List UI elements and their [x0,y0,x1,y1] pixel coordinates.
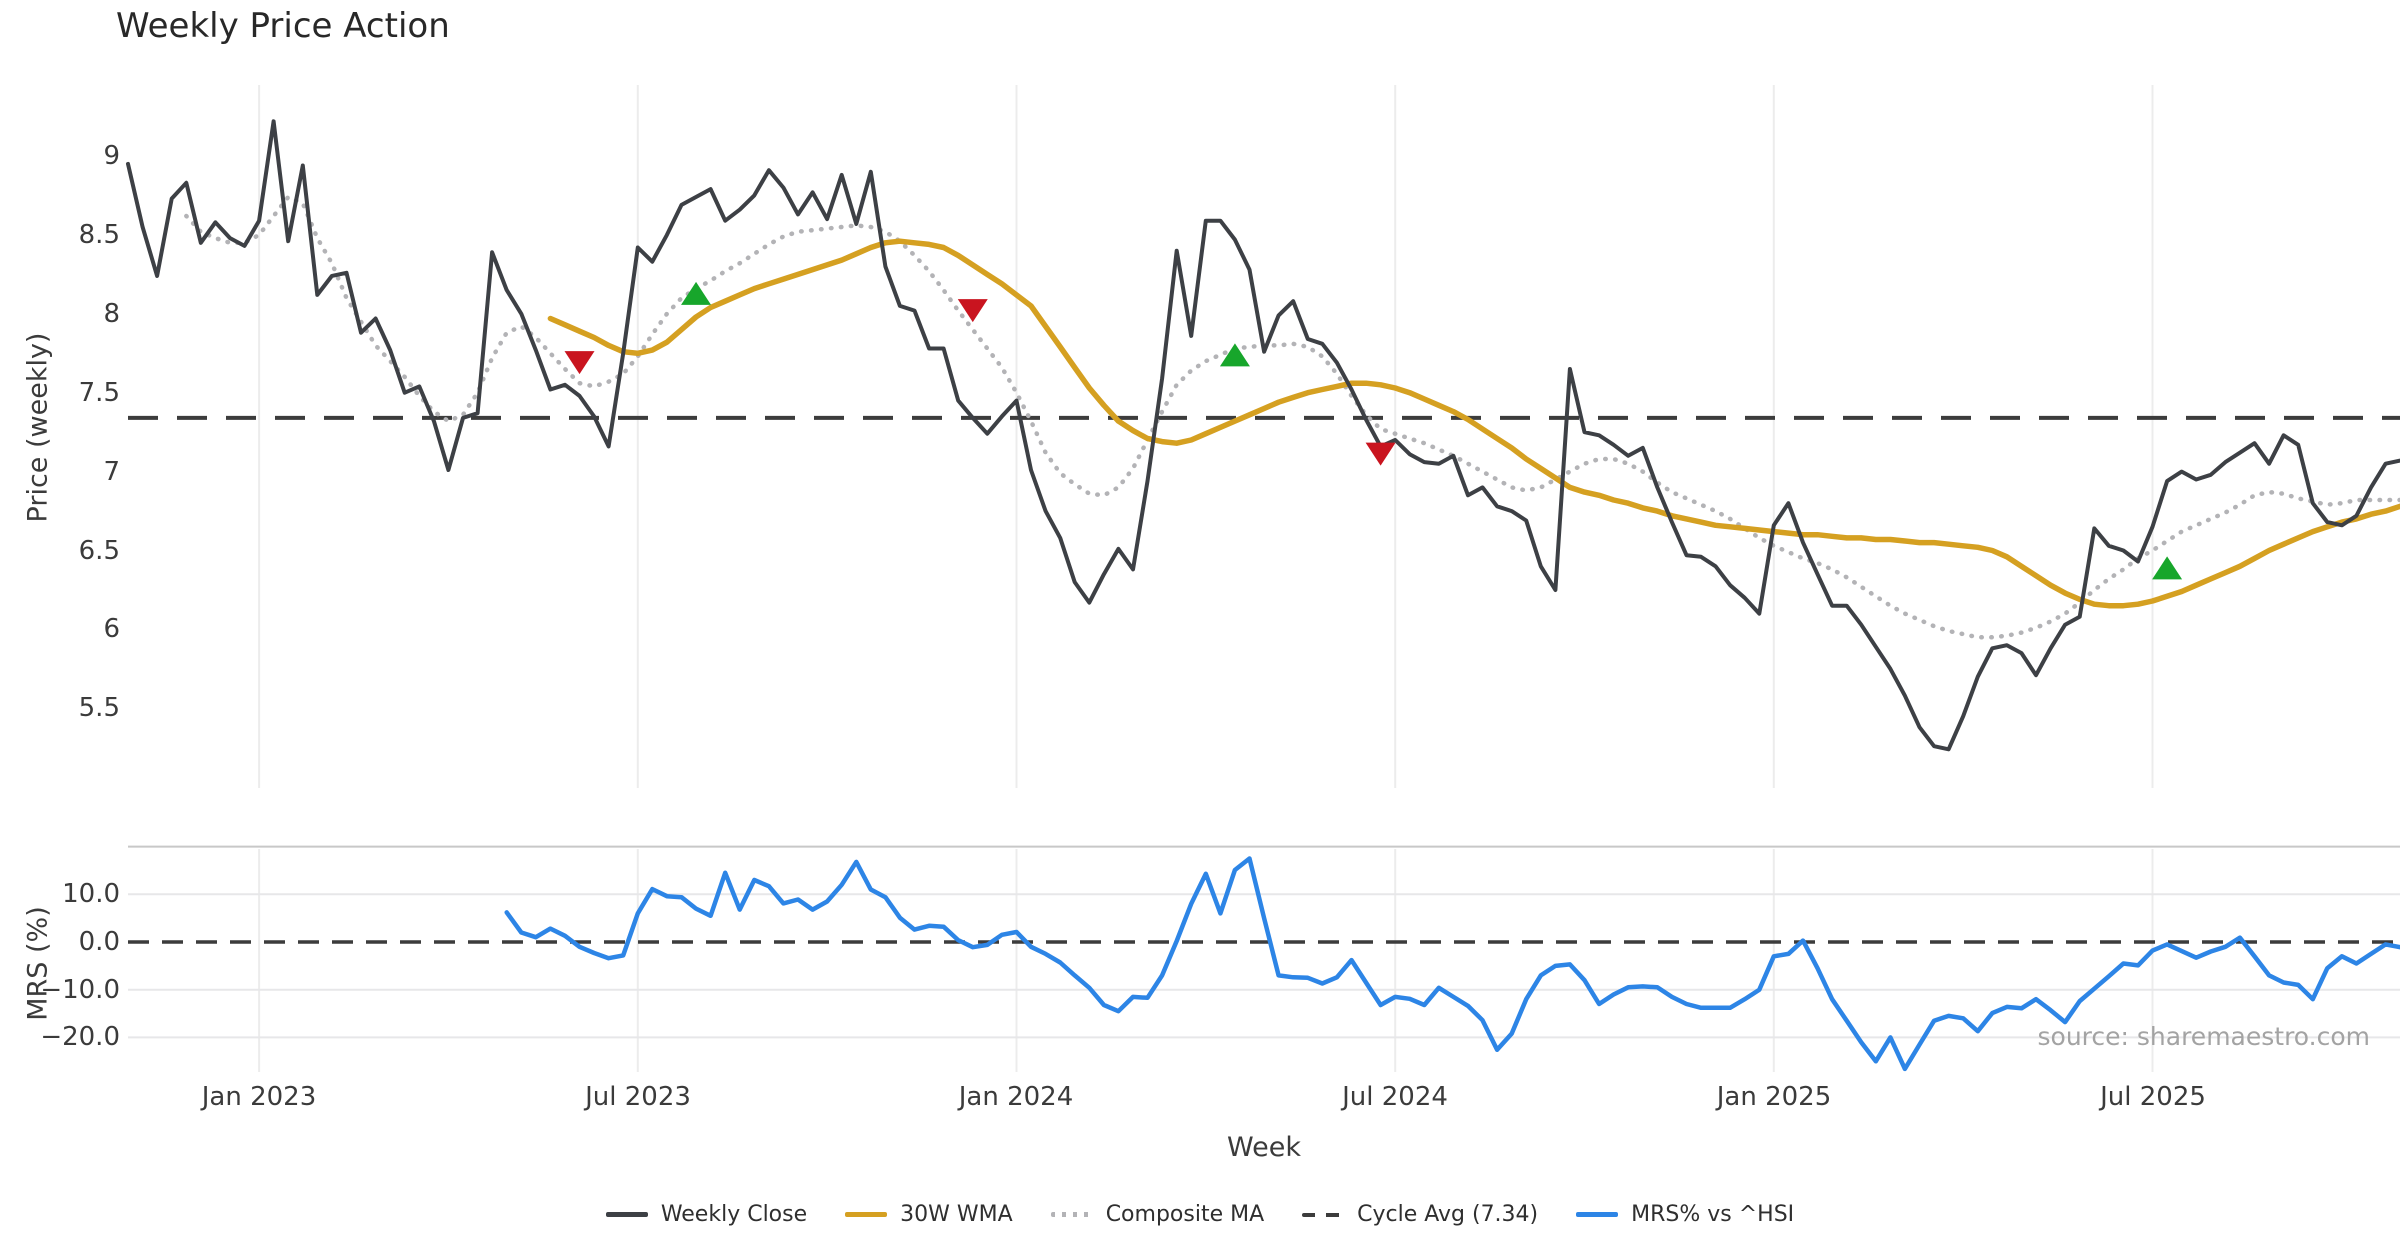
legend-item-mrs-vs-hsi: MRS% vs ^HSI [1576,1202,1794,1227]
legend-item-composite-ma: Composite MA [1050,1202,1265,1227]
price-ytick-9: 9 [103,141,120,171]
cycle-avg-legend-swatch [1302,1212,1345,1217]
price-ytick-7: 7 [103,457,120,487]
x-tick-jul-2025: Jul 2025 [2100,1082,2206,1112]
buy-marker [2152,556,2183,580]
mrs-ytick-0: 0.0 [78,927,120,957]
legend-item-weekly-close: Weekly Close [605,1202,808,1227]
x-tick-jan-2025: Jan 2025 [1716,1082,1832,1112]
legend-label: Weekly Close [660,1202,808,1227]
source-note: source: sharemaestro.com [2037,1022,2371,1051]
weekly-close-line [126,119,2400,752]
buy-marker [1219,343,1250,367]
sell-marker [564,351,595,375]
composite-ma-line [184,194,2400,640]
price-ytick-5.5: 5.5 [78,693,120,723]
legend-label: Composite MA [1105,1202,1265,1227]
x-tick-jan-2023: Jan 2023 [201,1082,317,1112]
legend-item-30w-wma: 30W WMA [845,1202,1013,1227]
mrs-line [504,856,2400,1072]
x-tick-jan-2024: Jan 2024 [958,1082,1074,1112]
legend-item-cycle-avg-7-34-: Cycle Avg (7.34) [1302,1202,1538,1227]
sell-marker [957,299,988,323]
x-tick-jul-2024: Jul 2024 [1342,1082,1448,1112]
chart-title: Weekly Price Action [116,6,450,46]
x-axis-title: Week [1227,1132,1301,1163]
sell-marker [1365,442,1396,466]
price-ytick-6.5: 6.5 [78,536,120,566]
mrs-ytick--10: −10.0 [40,975,120,1005]
x-tick-jul-2023: Jul 2023 [585,1082,691,1112]
legend-label: 30W WMA [900,1202,1013,1227]
price-ytick-6: 6 [103,614,120,644]
mrs-legend-swatch [1576,1212,1619,1217]
legend-label: MRS% vs ^HSI [1631,1202,1795,1227]
weekly-close-legend-swatch [605,1212,648,1217]
legend-label: Cycle Avg (7.34) [1357,1202,1539,1227]
wma-30w-legend-swatch [845,1212,888,1217]
legend: Weekly Close 30W WMA Composite MA Cycle Avg… [0,1202,2400,1227]
mrs-ytick--20: −20.0 [40,1022,120,1052]
buy-marker [681,281,712,305]
price-ytick-8.5: 8.5 [78,220,120,250]
price-ytick-8: 8 [103,299,120,329]
wma-30w-line [547,238,2400,609]
mrs-ytick-10: 10.0 [62,879,120,909]
price-ytick-7.5: 7.5 [78,378,120,408]
composite-ma-legend-swatch [1050,1212,1093,1217]
